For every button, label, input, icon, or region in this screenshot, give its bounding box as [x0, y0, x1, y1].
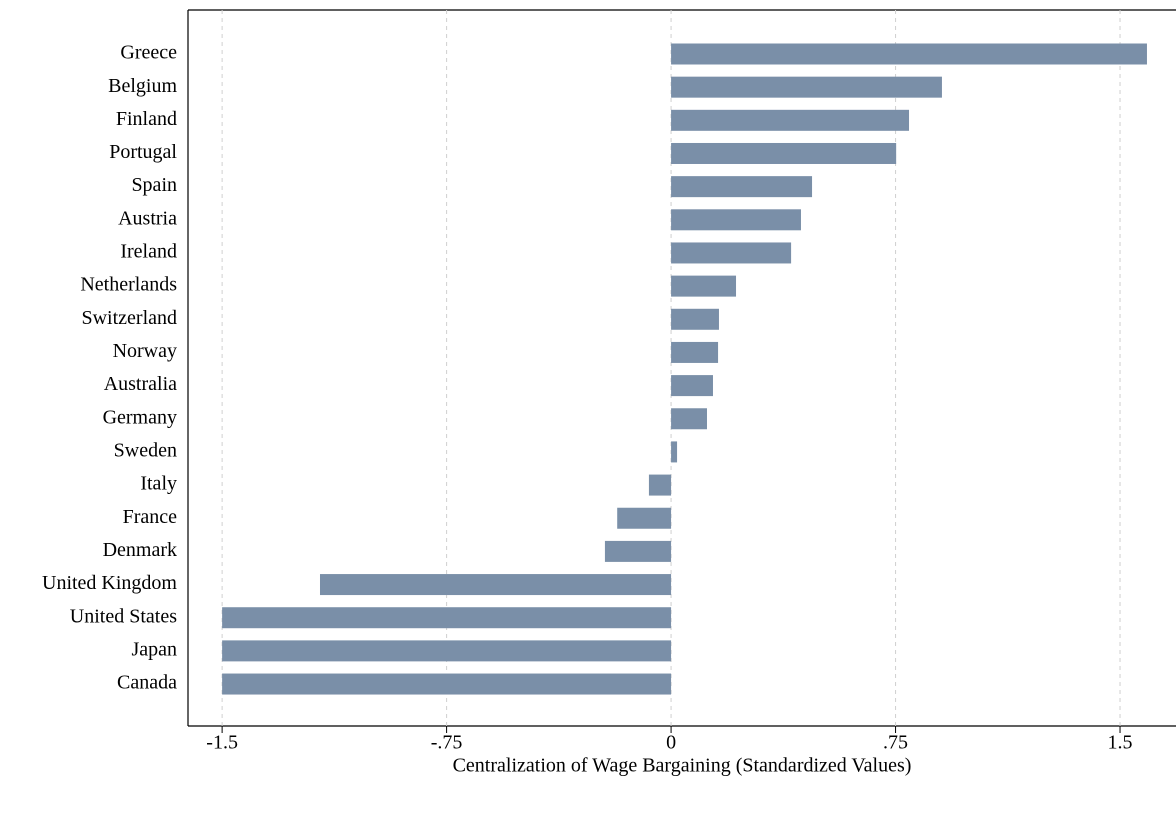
x-tick-label: 1.5 [1108, 732, 1133, 754]
bar [671, 109, 910, 131]
y-tick-label: United States [70, 605, 177, 627]
bar [671, 43, 1147, 65]
bar [671, 375, 713, 397]
y-tick-label: Switzerland [81, 307, 177, 329]
bar [222, 640, 672, 662]
y-tick-label: France [123, 506, 178, 528]
bar [671, 142, 897, 164]
y-tick-label: Greece [120, 42, 177, 64]
y-tick-label: Canada [117, 672, 177, 694]
y-tick-label: Norway [113, 340, 177, 362]
y-tick-label: Belgium [108, 75, 177, 97]
bar [617, 507, 672, 529]
bar [222, 673, 672, 695]
x-tick-label: -.75 [431, 732, 463, 754]
bar [671, 441, 678, 463]
y-tick-label: Denmark [103, 539, 177, 561]
y-tick-label: Austria [118, 207, 177, 229]
y-tick-label: Japan [131, 638, 177, 660]
y-tick-label: Spain [131, 174, 177, 196]
y-tick-label: Netherlands [80, 274, 177, 296]
bar [671, 209, 801, 231]
y-tick-label: Australia [104, 373, 177, 395]
bar [671, 176, 813, 198]
x-tick-label: .75 [883, 732, 908, 754]
y-tick-label: Finland [116, 108, 177, 130]
x-tick-label: -1.5 [206, 732, 238, 754]
bar [671, 76, 942, 98]
bar [319, 574, 672, 596]
y-tick-label: Portugal [109, 141, 177, 163]
bar [648, 474, 672, 496]
bar [671, 341, 719, 363]
bar [604, 540, 672, 562]
bar [671, 275, 737, 297]
y-tick-label: United Kingdom [42, 572, 177, 594]
x-tick-label: 0 [666, 732, 676, 754]
x-axis-title: Centralization of Wage Bargaining (Stand… [453, 755, 912, 777]
bar [671, 408, 707, 430]
y-tick-label: Sweden [114, 440, 177, 462]
bar [671, 308, 719, 330]
y-tick-label: Ireland [120, 241, 177, 263]
bar [222, 607, 672, 629]
y-tick-label: Germany [103, 406, 177, 428]
y-tick-label: Italy [140, 473, 177, 495]
bar [671, 242, 792, 264]
